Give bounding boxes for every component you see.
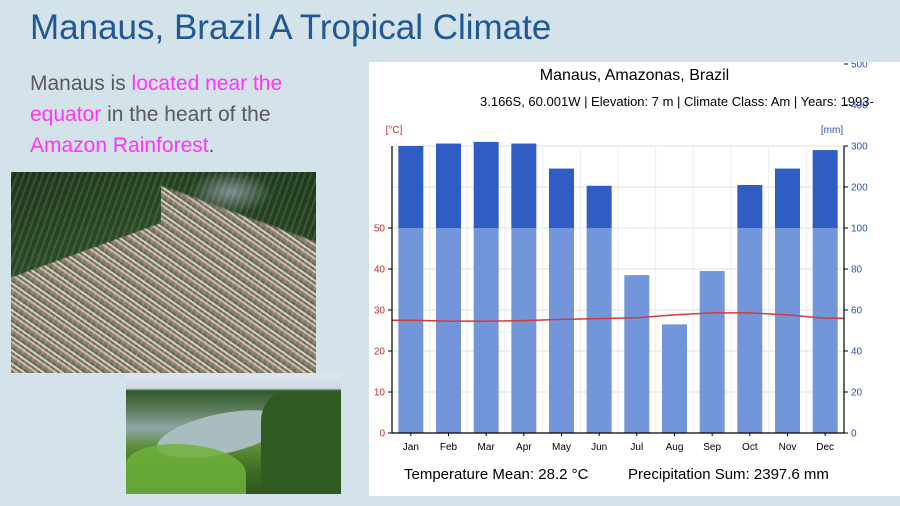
left-axis-tick-label: 30 <box>374 306 386 317</box>
precip-bar-overflow-may <box>549 168 574 228</box>
intro-highlight-rainforest: Amazon Rainforest <box>30 134 209 157</box>
month-label-mar: Mar <box>478 442 496 453</box>
right-axis-tick-label: 80 <box>851 265 863 276</box>
intro-part-1: Manaus is <box>30 72 132 95</box>
precip-bar-nov <box>775 228 800 433</box>
temperature-mean-label: Temperature Mean: 28.2 °C <box>404 466 589 483</box>
right-axis-tick-label: 300 <box>851 142 868 153</box>
right-axis-tick-label: 40 <box>851 347 863 358</box>
left-axis-tick-label: 20 <box>374 347 386 358</box>
precip-bar-feb <box>436 228 461 433</box>
intro-highlight-equator: located near the equator <box>30 72 283 126</box>
precip-bar-overflow-apr <box>511 143 537 228</box>
precip-bar-overflow-oct <box>737 184 763 228</box>
climate-chart-panel: Manaus, Amazonas, Brazil 3.166S, 60.001W… <box>369 62 900 496</box>
month-label-may: May <box>552 442 571 453</box>
right-axis-tick-label: 20 <box>851 388 863 399</box>
right-axis-tick-label: 0 <box>851 429 857 440</box>
slide-title: Manaus, Brazil A Tropical Climate <box>30 8 552 47</box>
right-axis-tick-label: 500 <box>851 62 868 71</box>
month-label-jan: Jan <box>403 442 419 453</box>
month-label-apr: Apr <box>516 442 532 453</box>
precip-bar-overflow-mar <box>473 141 499 228</box>
precip-bar-overflow-feb <box>436 143 461 228</box>
precip-bar-apr <box>511 228 537 433</box>
precip-bar-oct <box>737 228 763 433</box>
precip-bar-dec <box>812 228 838 433</box>
month-label-nov: Nov <box>779 442 797 453</box>
right-axis-unit: [mm] <box>821 125 843 136</box>
right-axis-tick-label: 100 <box>851 224 868 235</box>
precip-bar-overflow-jan <box>398 146 424 228</box>
precip-bar-mar <box>473 228 499 433</box>
temperature-line <box>392 312 844 322</box>
precip-bar-jul <box>624 275 650 433</box>
precip-bar-sep <box>699 271 725 433</box>
month-label-feb: Feb <box>440 442 458 453</box>
precip-bar-jan <box>398 228 424 433</box>
climate-chart: 01020304050020406080100200300400500[°C][… <box>374 62 868 453</box>
left-axis-tick-label: 40 <box>374 265 386 276</box>
chart-title: Manaus, Amazonas, Brazil <box>539 67 730 84</box>
left-axis-tick-label: 0 <box>379 429 385 440</box>
month-label-jun: Jun <box>591 442 607 453</box>
precip-bar-aug <box>662 324 687 433</box>
manaus-aerial-photo <box>11 172 316 373</box>
month-label-jul: Jul <box>630 442 643 453</box>
precip-bar-may <box>549 228 574 433</box>
photo-forest-area <box>11 172 161 292</box>
photo-river-trees <box>261 392 341 492</box>
month-label-oct: Oct <box>742 442 758 453</box>
precipitation-sum-label: Precipitation Sum: 2397.6 mm <box>628 466 829 483</box>
intro-part-3: . <box>208 134 215 157</box>
right-axis-tick-label: 60 <box>851 306 863 317</box>
left-axis-tick-label: 10 <box>374 388 386 399</box>
month-label-aug: Aug <box>666 442 684 453</box>
photo-city-roofs <box>11 172 316 373</box>
photo-floating-vegetation <box>126 444 246 494</box>
month-label-dec: Dec <box>816 442 834 453</box>
month-label-sep: Sep <box>703 442 721 453</box>
precip-bar-overflow-jun <box>586 185 612 228</box>
intro-text: Manaus is located near the equator in th… <box>30 68 350 161</box>
left-axis-tick-label: 50 <box>374 224 386 235</box>
left-axis-unit: [°C] <box>386 125 403 136</box>
chart-subtitle: 3.166S, 60.001W | Elevation: 7 m | Clima… <box>480 94 874 109</box>
amazon-river-photo <box>126 374 341 494</box>
right-axis-tick-label: 200 <box>851 183 868 194</box>
precip-bar-overflow-nov <box>775 168 800 228</box>
precip-bar-jun <box>586 228 612 433</box>
precip-bar-overflow-dec <box>812 150 838 228</box>
intro-part-2: in the heart of the <box>101 103 271 126</box>
right-axis-tick-label: 400 <box>851 101 868 112</box>
